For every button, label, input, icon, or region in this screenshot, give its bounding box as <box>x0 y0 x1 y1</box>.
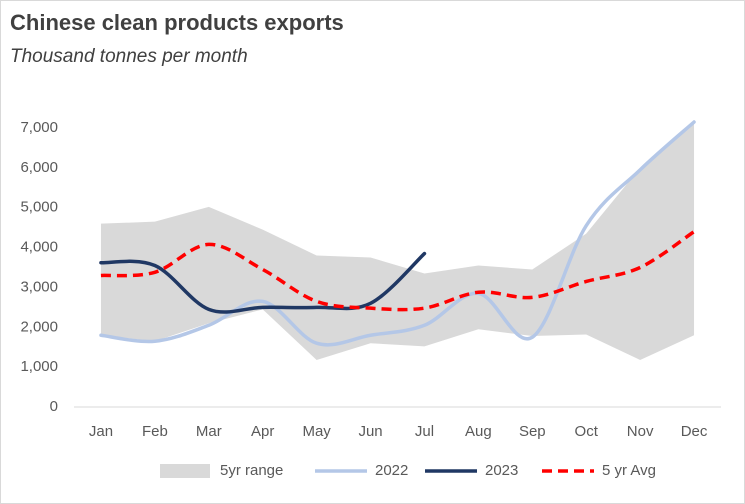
legend-swatch <box>160 464 210 478</box>
chart-title: Chinese clean products exports <box>10 10 344 35</box>
x-tick-label: Oct <box>575 423 599 440</box>
x-tick-label: Jun <box>358 423 382 440</box>
legend-label: 5yr range <box>220 462 283 479</box>
x-tick-label: Aug <box>465 423 492 440</box>
legend-label: 2022 <box>375 462 408 479</box>
x-tick-label: Sep <box>519 423 546 440</box>
series-line <box>99 120 696 347</box>
legend-label: 5 yr Avg <box>602 462 656 479</box>
x-tick-label: Mar <box>196 423 222 440</box>
y-tick-label: 7,000 <box>20 119 58 136</box>
y-tick-label: 6,000 <box>20 159 58 176</box>
x-tick-label: Dec <box>681 423 708 440</box>
y-tick-label: 0 <box>50 398 58 415</box>
x-tick-label: Feb <box>142 423 168 440</box>
x-tick-label: Apr <box>251 423 274 440</box>
y-tick-label: 3,000 <box>20 278 58 295</box>
x-tick-label: May <box>302 423 331 440</box>
chart-subtitle: Thousand tonnes per month <box>10 46 248 67</box>
range-area <box>100 122 695 360</box>
x-tick-label: Jan <box>89 423 113 440</box>
x-tick-label: Jul <box>415 423 434 440</box>
y-tick-label: 1,000 <box>20 358 58 375</box>
y-tick-label: 2,000 <box>20 318 58 335</box>
y-tick-label: 5,000 <box>20 199 58 216</box>
legend-label: 2023 <box>485 462 518 479</box>
x-tick-label: Nov <box>627 423 654 440</box>
y-tick-label: 4,000 <box>20 239 58 256</box>
series-line <box>99 251 427 314</box>
